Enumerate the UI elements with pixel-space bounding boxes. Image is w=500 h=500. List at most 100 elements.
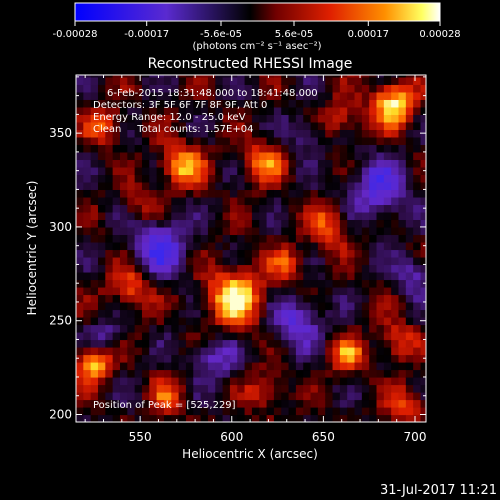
- heatmap-cell: [141, 414, 150, 422]
- heatmap-cell: [141, 144, 150, 153]
- heatmap-cell: [207, 106, 216, 115]
- heatmap-cell: [332, 91, 341, 100]
- heatmap-cell: [376, 91, 385, 100]
- heatmap-cell: [347, 136, 356, 145]
- heatmap-cell: [171, 144, 180, 153]
- heatmap-cell: [273, 331, 282, 341]
- heatmap-cell: [391, 354, 400, 363]
- heatmap-cell: [325, 99, 334, 108]
- heatmap-cell: [83, 406, 92, 416]
- heatmap-cell: [156, 114, 165, 123]
- heatmap-cell: [405, 376, 414, 386]
- heatmap-cell: [163, 414, 172, 422]
- heatmap-cell: [171, 331, 180, 341]
- heatmap-cell: [347, 399, 356, 408]
- heatmap-cell: [127, 301, 136, 311]
- heatmap-cell: [193, 136, 202, 145]
- heatmap-cell: [163, 369, 172, 378]
- heatmap-cell: [339, 346, 348, 356]
- heatmap-cell: [303, 99, 312, 108]
- heatmap-cell: [288, 331, 297, 341]
- heatmap-cell: [339, 226, 348, 236]
- heatmap-cell: [105, 136, 114, 145]
- heatmap-cell: [420, 226, 426, 236]
- heatmap-cell: [405, 286, 414, 296]
- heatmap-cell: [332, 406, 341, 416]
- heatmap-cell: [237, 159, 246, 168]
- heatmap-cell: [281, 166, 290, 176]
- heatmap-cell: [332, 84, 341, 93]
- heatmap-cell: [325, 196, 334, 206]
- heatmap-cell: [185, 316, 194, 326]
- heatmap-cell: [391, 414, 400, 422]
- heatmap-cell: [90, 226, 99, 236]
- heatmap-cell: [361, 151, 370, 160]
- heatmap-cell: [156, 384, 165, 393]
- heatmap-cell: [244, 136, 253, 145]
- heatmap-cell: [119, 166, 128, 176]
- heatmap-cell: [303, 391, 312, 401]
- heatmap-cell: [163, 279, 172, 288]
- heatmap-cell: [354, 294, 363, 303]
- heatmap-cell: [354, 354, 363, 363]
- heatmap-cell: [229, 76, 238, 85]
- heatmap-cell: [383, 189, 392, 198]
- heatmap-cell: [281, 211, 290, 221]
- heatmap-cell: [369, 309, 378, 318]
- heatmap-cell: [347, 129, 356, 138]
- heatmap-cell: [149, 361, 158, 371]
- heatmap-cell: [178, 174, 187, 183]
- heatmap-cell: [105, 174, 114, 183]
- heatmap-cell: [149, 121, 158, 130]
- heatmap-cell: [156, 301, 165, 311]
- heatmap-cell: [332, 324, 341, 333]
- heatmap-cell: [295, 391, 304, 401]
- heatmap-cell: [215, 91, 224, 100]
- heatmap-cell: [266, 324, 275, 333]
- heatmap-cell: [193, 91, 202, 100]
- heatmap-cell: [398, 249, 407, 258]
- heatmap-cell: [310, 151, 319, 160]
- heatmap-cell: [295, 354, 304, 363]
- heatmap-cell: [193, 399, 202, 408]
- heatmap-cell: [303, 159, 312, 168]
- heatmap-cell: [281, 204, 290, 213]
- heatmap-cell: [251, 151, 260, 160]
- heatmap-cell: [310, 354, 319, 363]
- heatmap-cell: [119, 301, 128, 311]
- heatmap-cell: [251, 316, 260, 326]
- heatmap-cell: [288, 159, 297, 168]
- heatmap-cell: [97, 166, 106, 176]
- heatmap-cell: [119, 331, 128, 341]
- heatmap-cell: [163, 136, 172, 145]
- heatmap-cell: [376, 121, 385, 130]
- heatmap-cell: [361, 181, 370, 191]
- heatmap-cell: [332, 339, 341, 348]
- heatmap-cell: [273, 166, 282, 176]
- heatmap-cell: [405, 406, 414, 416]
- heatmap-cell: [141, 204, 150, 213]
- heatmap-cell: [156, 279, 165, 288]
- heatmap-cell: [317, 76, 326, 85]
- heatmap-cell: [383, 211, 392, 221]
- heatmap-cell: [141, 324, 150, 333]
- heatmap-cell: [310, 129, 319, 138]
- heatmap-cell: [303, 114, 312, 123]
- heatmap-cell: [222, 196, 231, 206]
- heatmap-cell: [105, 331, 114, 341]
- heatmap-cell: [361, 264, 370, 273]
- heatmap-cell: [193, 75, 202, 78]
- heatmap-cell: [97, 84, 106, 93]
- heatmap-cell: [354, 75, 363, 78]
- heatmap-cell: [200, 249, 209, 258]
- heatmap-cell: [398, 339, 407, 348]
- heatmap-cell: [369, 346, 378, 356]
- heatmap-cell: [317, 196, 326, 206]
- heatmap-cell: [281, 279, 290, 288]
- heatmap-cell: [251, 84, 260, 93]
- heatmap-cell: [119, 181, 128, 191]
- heatmap-cell: [178, 346, 187, 356]
- heatmap-cell: [76, 406, 84, 416]
- heatmap-cell: [83, 391, 92, 401]
- heatmap-cell: [105, 151, 114, 160]
